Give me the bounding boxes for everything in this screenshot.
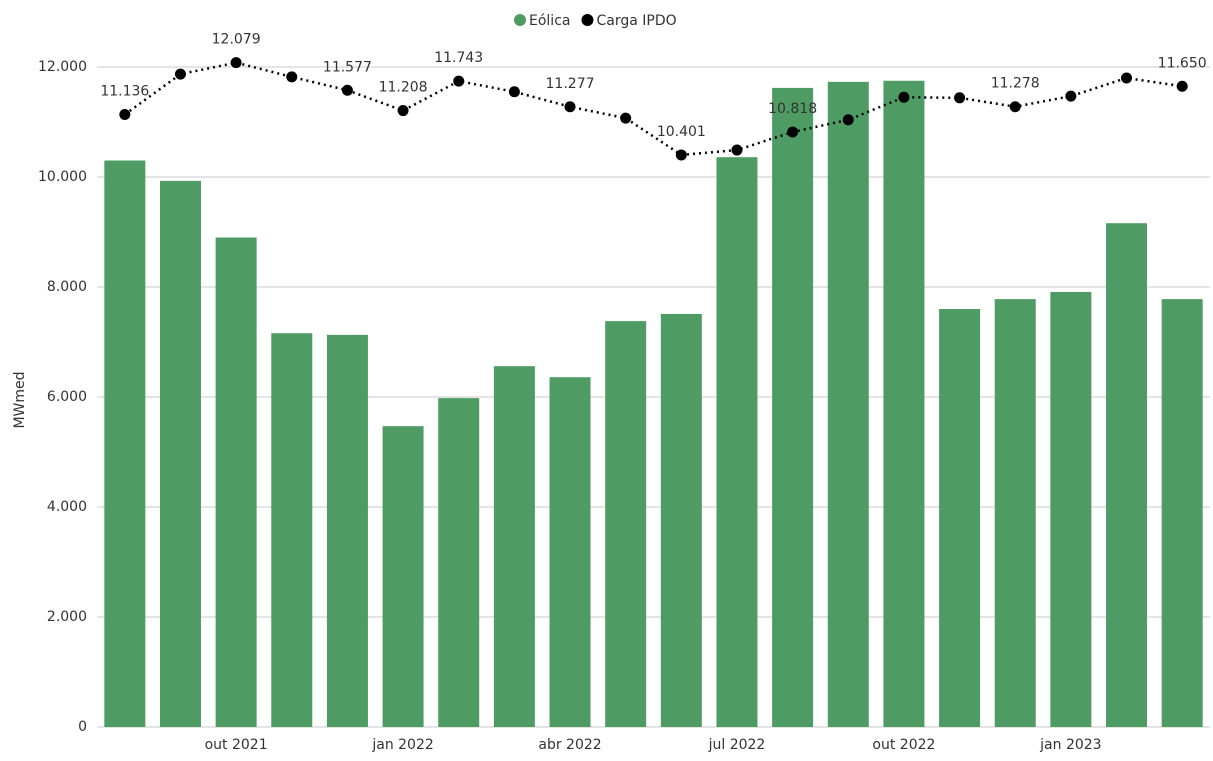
data-label: 11.136: [100, 84, 149, 100]
bar: [493, 366, 535, 727]
data-label: 11.277: [546, 76, 595, 92]
bar: [326, 334, 368, 727]
line-point: [341, 84, 353, 96]
bar: [716, 157, 758, 727]
line-point: [286, 71, 298, 83]
bar: [827, 81, 869, 728]
line-point: [174, 68, 186, 80]
line-point: [620, 112, 632, 124]
bar: [271, 333, 313, 727]
x-tick-label: out 2021: [205, 737, 268, 753]
line-point: [1176, 80, 1188, 92]
bar: [215, 237, 257, 727]
line: [124, 61, 1183, 157]
legend-marker: [514, 14, 526, 26]
x-tick-label: jul 2022: [708, 737, 766, 753]
line-point: [1121, 72, 1133, 84]
data-label: 11.743: [434, 50, 483, 66]
legend-label: Carga IPDO: [596, 13, 676, 29]
y-tick-label: 10.000: [38, 169, 87, 185]
line-point: [1065, 90, 1077, 102]
bar: [1161, 299, 1203, 727]
data-label: 10.818: [768, 101, 817, 117]
bar: [772, 87, 814, 727]
y-tick-label: 12.000: [38, 59, 87, 75]
line-point: [453, 75, 465, 87]
line-point: [230, 57, 242, 69]
bar: [1106, 223, 1148, 727]
x-tick-label: jan 2022: [371, 737, 433, 753]
y-tick-label: 4.000: [47, 499, 87, 515]
x-tick-label: jan 2023: [1039, 737, 1101, 753]
bar: [994, 299, 1036, 727]
legend-marker: [581, 14, 594, 26]
line-point: [508, 86, 520, 98]
y-axis-title: MWmed: [12, 371, 28, 428]
line-point: [119, 109, 131, 121]
y-tick-label: 0: [78, 719, 87, 735]
bar: [660, 313, 702, 727]
y-tick-label: 6.000: [47, 389, 87, 405]
data-label: 11.650: [1158, 55, 1207, 71]
line-point: [564, 101, 576, 113]
legend-label: Eólica: [529, 13, 570, 29]
data-label: 10.401: [657, 124, 706, 140]
y-tick-label: 8.000: [47, 279, 87, 295]
line-point: [842, 114, 854, 126]
bar: [939, 309, 981, 727]
x-tick-label: out 2022: [872, 737, 935, 753]
line-point: [954, 92, 966, 104]
data-label: 11.208: [379, 80, 428, 96]
bar: [605, 321, 647, 727]
line-point: [787, 126, 799, 138]
bar: [438, 398, 480, 727]
bar: [104, 160, 146, 727]
x-tick-label: abr 2022: [538, 737, 601, 753]
data-label: 11.278: [991, 76, 1040, 92]
y-tick-label: 2.000: [47, 609, 87, 625]
line-point: [397, 105, 409, 117]
data-label: 11.577: [323, 59, 372, 75]
bar: [1050, 291, 1092, 727]
bar: [883, 80, 925, 727]
data-label: 12.079: [212, 32, 261, 48]
line-point: [675, 149, 687, 161]
bar: [382, 426, 424, 727]
line-point: [731, 144, 743, 156]
bar: [549, 377, 591, 727]
bar: [159, 180, 201, 728]
line-point: [1009, 101, 1021, 113]
line-point: [898, 91, 910, 103]
